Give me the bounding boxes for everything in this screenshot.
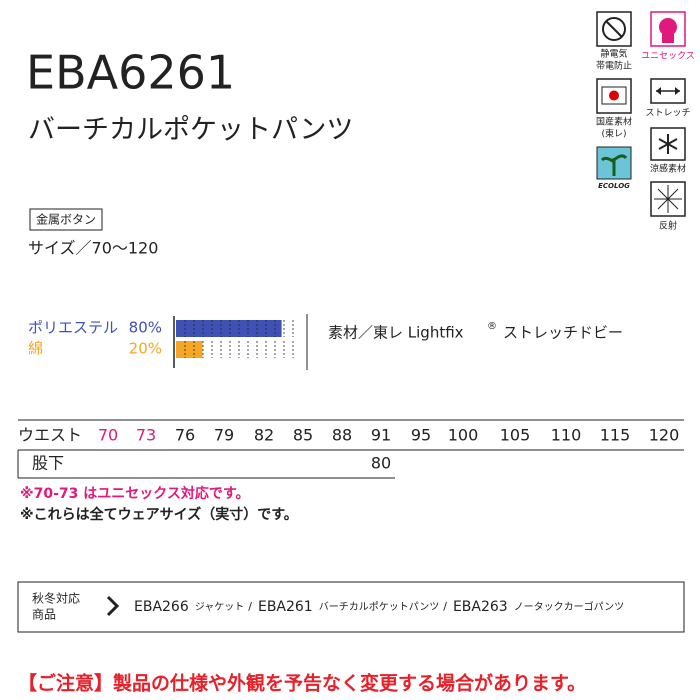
material-name: 綿: [28, 340, 43, 358]
button-box: [29, 208, 103, 231]
icon-label: ECOLOG: [598, 182, 630, 190]
inseam-value: 80: [371, 454, 391, 473]
note: ※これらは全てウェアサイズ（実寸）です。: [20, 506, 298, 523]
separator: /: [248, 600, 252, 613]
icon-antistatic: [596, 11, 632, 47]
waist-value: 73: [136, 426, 156, 445]
waist-value: 70: [98, 426, 118, 445]
material-name: ポリエステル: [28, 319, 118, 337]
series-name: ノータックカーゴパンツ: [514, 600, 625, 613]
material-mark: ®: [487, 321, 497, 332]
material-bar: [176, 320, 282, 337]
arrow: [106, 595, 120, 617]
material-desc: 素材／東レ Lightfix: [328, 324, 464, 342]
icon-label: 帯電防止: [596, 60, 632, 72]
series-label: 商品: [32, 607, 56, 622]
waist-value: 91: [371, 426, 391, 445]
waist-value: 82: [254, 426, 274, 445]
material-bar: [176, 341, 203, 358]
icon-ecolog: [596, 146, 632, 180]
icon-label: ユニセックス: [641, 51, 695, 62]
series-code: EBA261: [258, 599, 313, 615]
waist-label: ウエスト: [18, 426, 82, 445]
caution: 【ご注意】製品の仕様や外観を予告なく変更する場合があります。: [18, 672, 586, 695]
waist-value: 95: [411, 426, 431, 445]
separator: /: [443, 600, 447, 613]
series-code: EBA266: [134, 599, 189, 615]
waist-value: 120: [649, 426, 680, 445]
inseam-label: 股下: [32, 454, 64, 473]
icon-label: ストレッチ: [645, 108, 690, 119]
button-label: 金属ボタン: [36, 212, 96, 227]
icon-label: 反射: [659, 220, 677, 232]
series-box: [17, 581, 685, 633]
waist-value: 110: [551, 426, 582, 445]
icon-label: (東レ): [601, 128, 626, 140]
icon-domestic: [596, 78, 632, 114]
icon-stretch: [650, 78, 686, 104]
waist-value: 100: [448, 426, 479, 445]
material-value: 80%: [129, 319, 162, 337]
waist-value: 105: [500, 426, 531, 445]
icon-label: 静電気: [600, 48, 627, 60]
icon-label: 涼感素材: [650, 163, 686, 175]
series-code: EBA263: [453, 599, 508, 615]
material-fabric: ストレッチドビー: [503, 324, 623, 342]
waist-value: 76: [175, 426, 195, 445]
series-name: バーチカルポケットパンツ: [319, 601, 440, 613]
material-value: 20%: [129, 340, 162, 358]
series-label: 秋冬対応: [32, 591, 80, 606]
series-name: ジャケット: [195, 601, 245, 613]
note: ※70-73 はユニセックス対応です。: [20, 485, 249, 502]
icon-reflect: [650, 181, 686, 217]
waist-value: 115: [600, 426, 631, 445]
product-name: バーチカルポケットパンツ: [28, 115, 353, 146]
icon-unisex: [650, 11, 686, 47]
icon-cool: [650, 127, 686, 161]
waist-value: 79: [214, 426, 234, 445]
size-range: サイズ／70〜120: [28, 239, 158, 258]
product-code: EBA6261: [26, 46, 235, 100]
waist-value: 85: [293, 426, 313, 445]
waist-value: 88: [332, 426, 352, 445]
icon-label: 国産素材: [596, 116, 632, 128]
